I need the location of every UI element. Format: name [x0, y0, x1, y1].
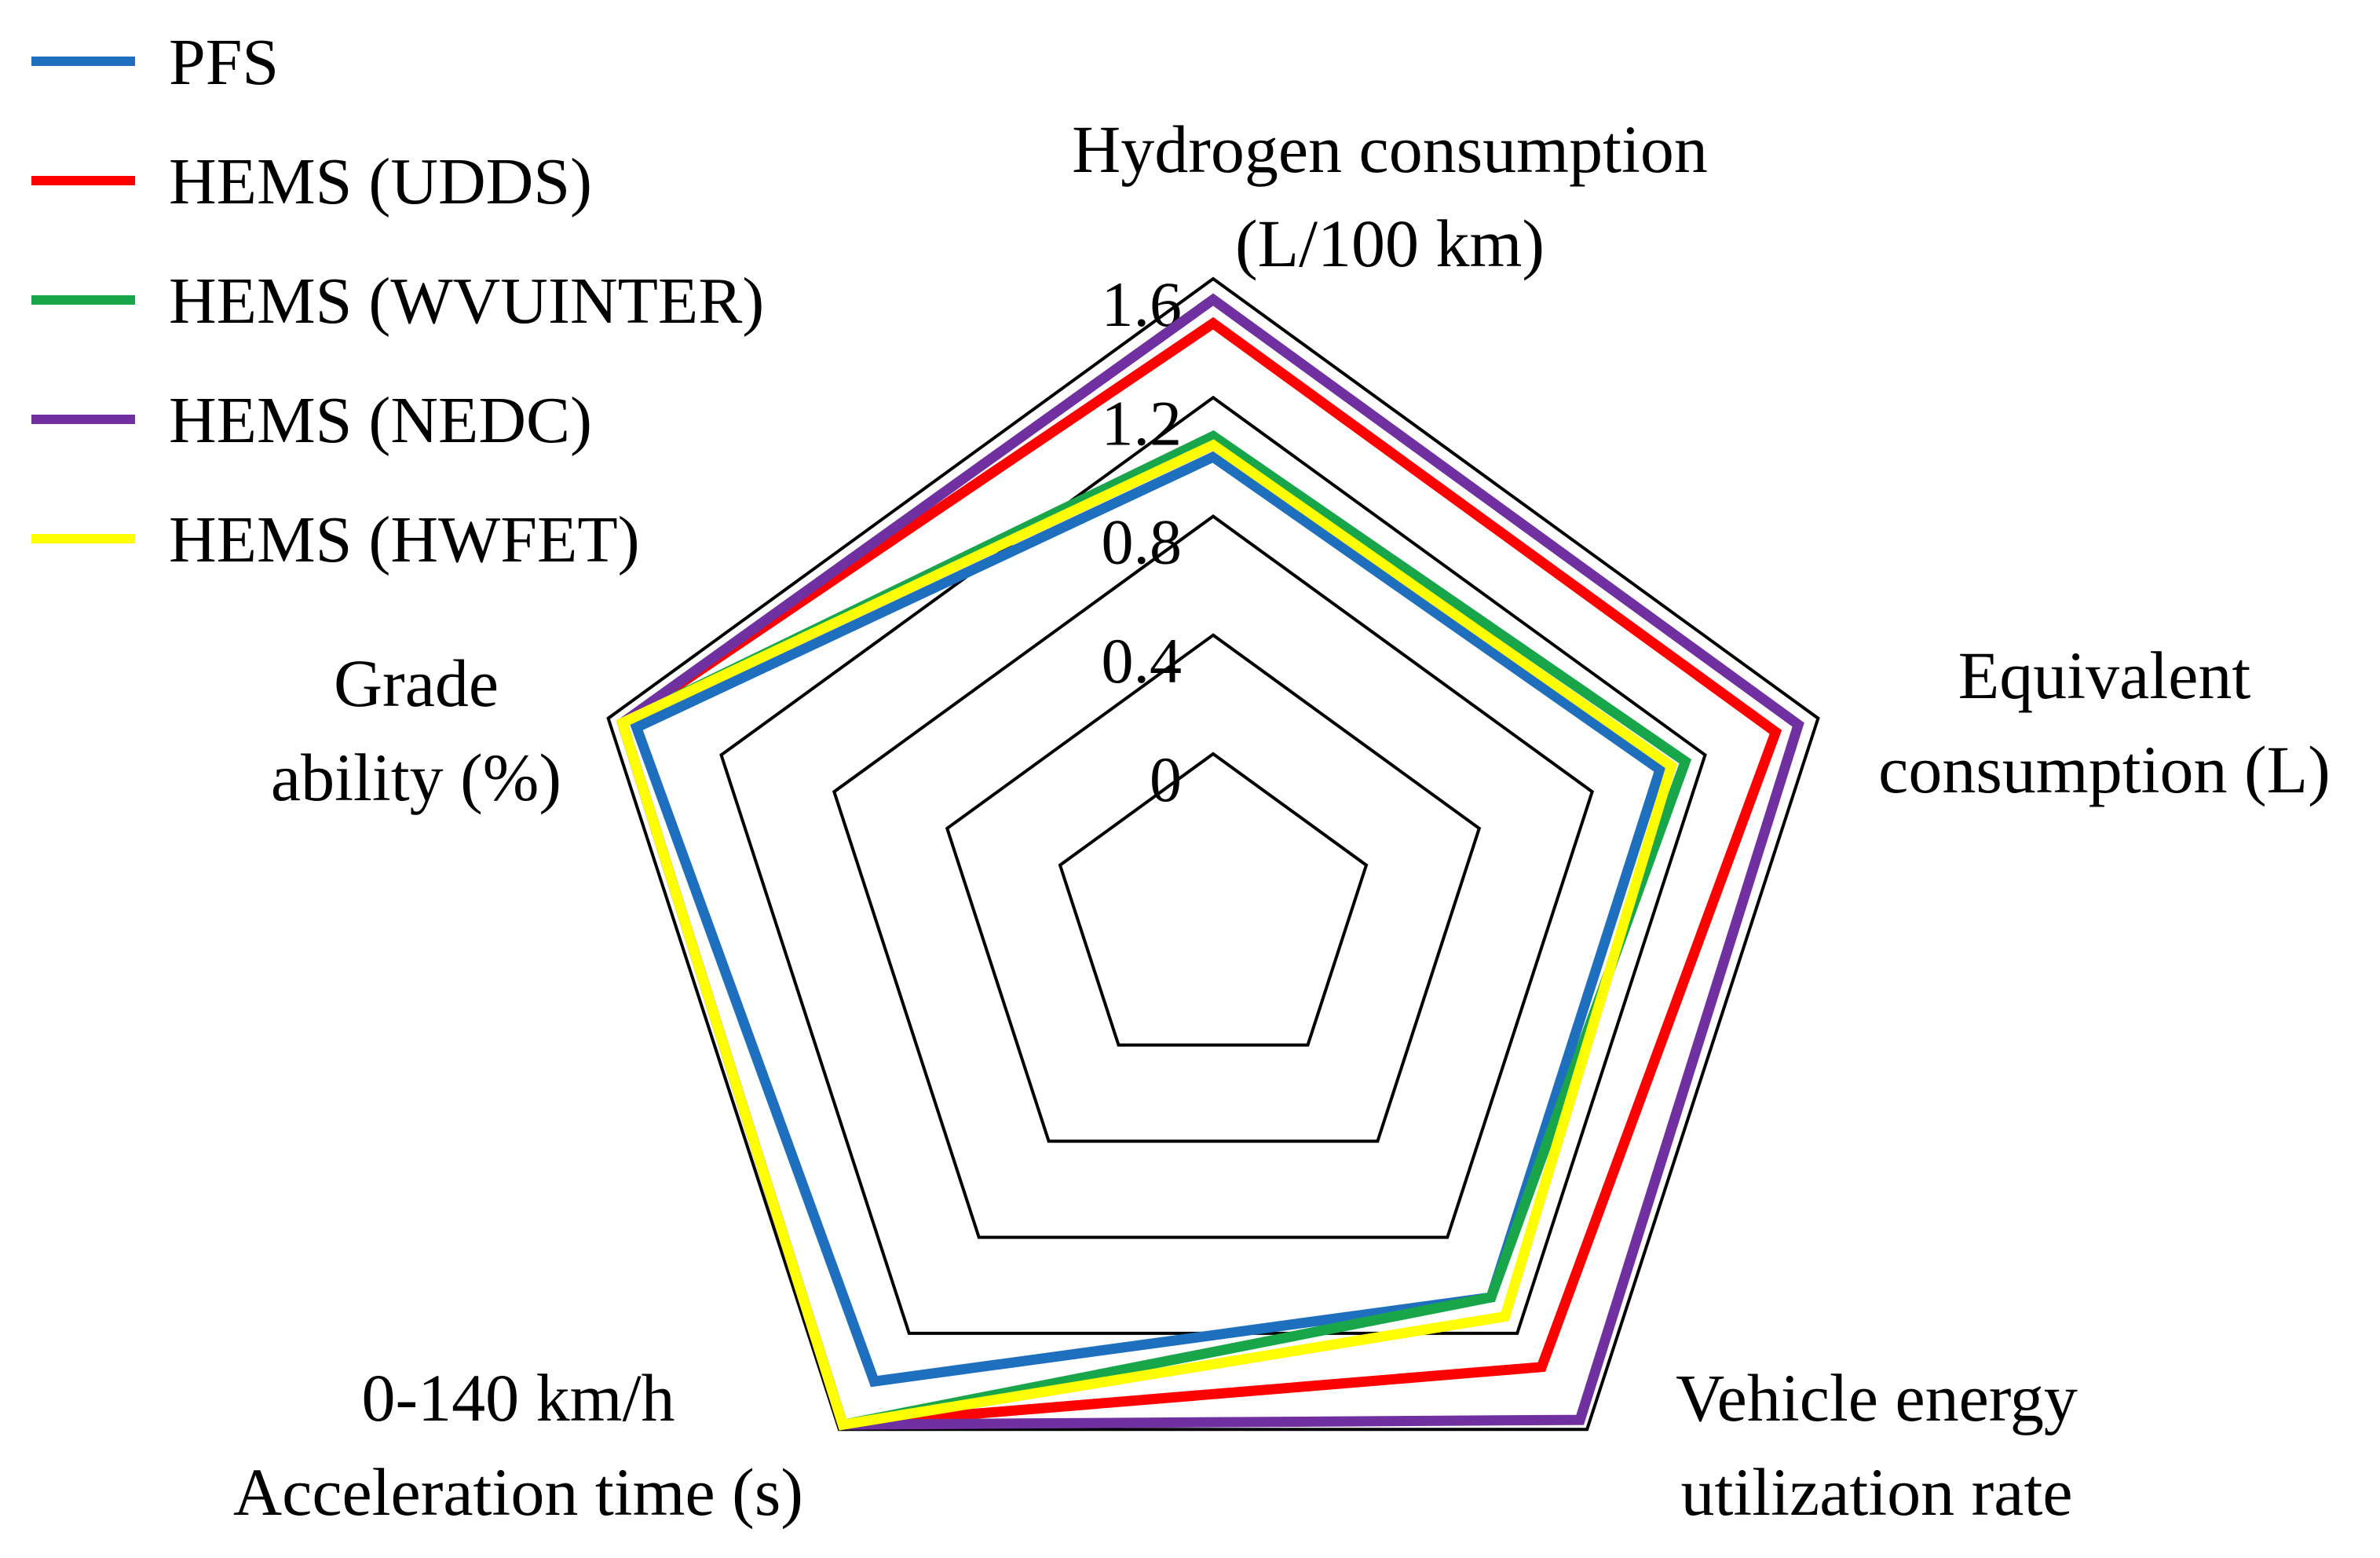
legend-swatch-hems-nedc	[31, 415, 135, 424]
legend-label-hems-udds: HEMS (UDDS)	[169, 145, 593, 218]
tick-label-3: 1.2	[1102, 387, 1183, 459]
axis-label-vehicle-energy: Vehicle energy utilization rate	[1618, 1351, 2136, 1539]
legend-swatch-hems-wvuinter	[31, 295, 135, 305]
legend-label-hems-hwfet: HEMS (HWFET)	[169, 503, 640, 576]
axis-label-grade-line2: ability (%)	[270, 740, 562, 815]
axis-label-vehicle-line1: Vehicle energy	[1676, 1360, 2078, 1435]
grid-ring-0	[1058, 752, 1369, 1047]
tick-label-1: 0.4	[1102, 625, 1183, 697]
legend-label-pfs: PFS	[169, 26, 280, 99]
grid-ring-2	[832, 514, 1595, 1239]
axis-label-grade-line1: Grade	[333, 646, 499, 721]
axis-label-vehicle-line2: utilization rate	[1680, 1454, 2073, 1530]
legend-swatch-pfs	[31, 57, 135, 66]
tick-label-2: 0.8	[1102, 507, 1183, 578]
radar-tick-labels: 00.40.81.21.6	[1102, 269, 1183, 815]
axis-label-equivalent-line2: consumption (L)	[1878, 732, 2331, 807]
axis-label-acceleration-time: 0-140 km/h Acceleration time (s)	[173, 1351, 864, 1539]
axis-label-acceleration-line1: 0-140 km/h	[361, 1360, 675, 1435]
axis-label-equivalent-consumption: Equivalent consumption (L)	[1830, 628, 2379, 817]
legend-label-hems-nedc: HEMS (NEDC)	[169, 384, 592, 457]
legend-label-hems-wvuinter: HEMS (WVUINTER)	[169, 265, 765, 338]
grid-ring-1	[945, 633, 1482, 1143]
axis-label-equivalent-line1: Equivalent	[1958, 638, 2251, 713]
grid-ring-3	[719, 395, 1707, 1335]
legend-swatch-hems-udds	[31, 176, 135, 185]
radar-series	[616, 293, 1804, 1431]
legend-swatch-hems-hwfet	[31, 534, 135, 543]
axis-label-hydrogen-line1: Hydrogen consumption	[1072, 112, 1708, 187]
axis-label-grade-ability: Grade ability (%)	[204, 636, 628, 825]
series-hems-wvuinter	[616, 430, 1692, 1431]
axis-label-hydrogen-consumption: Hydrogen consumption (L/100 km)	[1005, 102, 1775, 291]
series-hems-nedc	[616, 293, 1804, 1430]
tick-label-0: 0	[1150, 744, 1182, 815]
series-pfs	[630, 451, 1666, 1388]
axis-label-hydrogen-line2: (L/100 km)	[1234, 206, 1545, 281]
axis-label-acceleration-line2: Acceleration time (s)	[233, 1454, 803, 1530]
series-hems-hwfet	[616, 439, 1677, 1431]
grid-ring-4	[606, 276, 1820, 1432]
